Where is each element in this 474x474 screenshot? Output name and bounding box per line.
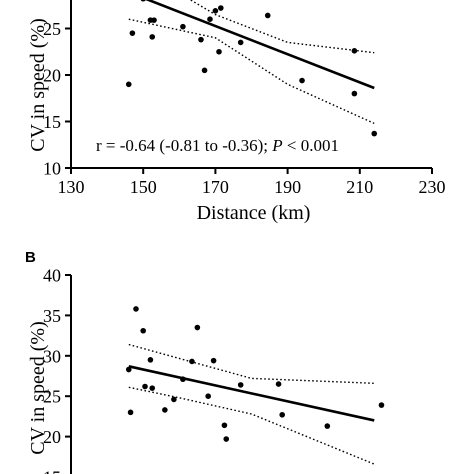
- data-point: [324, 423, 331, 429]
- y-axis-label: CV in speed (%): [27, 321, 49, 455]
- data-point: [218, 5, 224, 11]
- data-point: [171, 396, 177, 403]
- data-point: [127, 409, 134, 416]
- data-point: [237, 39, 244, 46]
- y-tick-label: 10: [43, 159, 61, 179]
- y-tick-label: 25: [43, 387, 61, 407]
- data-point: [210, 357, 217, 364]
- data-point: [140, 0, 146, 2]
- x-tick-label: 210: [346, 177, 373, 197]
- data-point: [194, 324, 201, 331]
- data-point: [299, 77, 305, 84]
- y-tick-label: 40: [43, 266, 61, 286]
- data-point: [142, 383, 148, 390]
- y-axis-label: CV in speed (%): [27, 18, 49, 152]
- data-point: [125, 81, 132, 88]
- data-point: [212, 8, 219, 14]
- data-point: [237, 382, 244, 388]
- x-tick-label: 170: [202, 177, 229, 197]
- data-points: [125, 306, 385, 442]
- y-tick-label: 30: [43, 346, 61, 366]
- data-point: [351, 48, 358, 54]
- y-axis-ticks: 10 15 20 25: [43, 19, 71, 179]
- ci-upper: [128, 343, 375, 384]
- data-point: [351, 90, 358, 97]
- data-point: [129, 30, 136, 36]
- y-tick-label: 25: [43, 19, 61, 39]
- panel-letter: B: [25, 249, 36, 266]
- data-point: [198, 36, 204, 43]
- panel-a: 10 15 20 25 130 150 170 190 210 230 CV in speed …: [27, 0, 446, 224]
- y-tick-label: 35: [43, 306, 61, 326]
- y-tick-label: 20: [43, 66, 61, 86]
- regression-line: [145, 0, 375, 90]
- data-points: [125, 0, 378, 137]
- data-point: [205, 393, 211, 400]
- x-axis-label: Distance (km): [197, 202, 311, 224]
- regression-line: [128, 365, 375, 422]
- data-point: [223, 436, 230, 442]
- data-point: [140, 327, 146, 334]
- data-point: [133, 306, 139, 312]
- ci-lower: [128, 18, 375, 125]
- x-tick-label: 130: [58, 177, 85, 197]
- correlation-annotation: r = -0.64 (-0.81 to -0.36); P < 0.001: [96, 136, 339, 155]
- data-point: [162, 407, 168, 413]
- annotation-p: P: [271, 136, 282, 155]
- data-point: [147, 357, 154, 363]
- data-point: [207, 16, 213, 23]
- data-point: [264, 12, 271, 19]
- annotation-prefix: r = -0.64 (-0.81 to -0.36);: [96, 136, 272, 155]
- data-point: [180, 23, 186, 30]
- data-point: [216, 48, 222, 55]
- data-point: [201, 67, 208, 74]
- data-point: [279, 411, 285, 418]
- data-point: [275, 381, 282, 387]
- data-point: [151, 17, 157, 23]
- data-point: [149, 385, 156, 391]
- data-point: [189, 358, 195, 365]
- x-tick-label: 190: [274, 177, 301, 197]
- ci-upper: [189, 0, 375, 54]
- ci-lower: [128, 386, 375, 465]
- x-axis-ticks: 130 150 170 190 210 230: [58, 168, 446, 197]
- y-tick-label: 15: [43, 468, 61, 474]
- y-axis-ticks: 15 20 25 30 35 40: [43, 266, 71, 474]
- data-point: [371, 130, 378, 137]
- confidence-bands: [128, 0, 375, 125]
- data-point: [180, 376, 186, 383]
- confidence-bands: [128, 343, 375, 465]
- y-tick-label: 20: [43, 427, 61, 447]
- data-point: [378, 402, 385, 408]
- data-point: [149, 34, 156, 40]
- panel-b: B 15 20 25 30 35 40 CV in speed (%): [25, 249, 385, 474]
- y-tick-label: 15: [43, 112, 61, 132]
- data-point: [221, 422, 228, 429]
- data-point: [125, 366, 132, 373]
- x-tick-label: 230: [419, 177, 446, 197]
- x-tick-label: 150: [130, 177, 157, 197]
- annotation-suffix: < 0.001: [283, 136, 339, 155]
